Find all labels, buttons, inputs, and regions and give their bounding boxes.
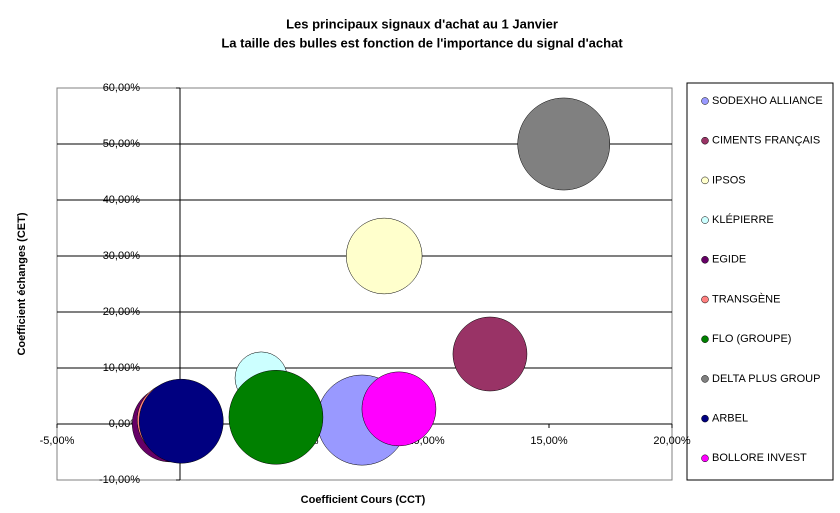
legend-label: ARBEL — [712, 413, 748, 425]
x-tick-label: -5,00% — [40, 435, 75, 447]
y-tick-label: -10,00% — [99, 474, 140, 486]
legend-marker — [701, 295, 709, 304]
x-axis-label: Coefficient Cours (CCT) — [301, 494, 426, 506]
legend-marker — [701, 335, 709, 343]
legend-marker — [701, 176, 709, 185]
legend-marker — [701, 454, 709, 463]
legend-label: BOLLORE INVEST — [712, 452, 807, 464]
legend-marker — [701, 136, 709, 145]
bubble — [138, 378, 224, 464]
bubble — [452, 316, 528, 392]
y-tick-label: 40,00% — [103, 194, 141, 206]
y-axis-label: Coefficient échanges (CET) — [16, 212, 28, 355]
bubble — [517, 97, 611, 191]
legend-label: FLO (GROUPE) — [712, 333, 791, 345]
chart-subtitle: La taille des bulles est fonction de l'i… — [221, 35, 623, 50]
y-tick-label: 50,00% — [103, 138, 141, 150]
legend-label: KLÉPIERRE — [712, 213, 774, 226]
legend-marker — [701, 414, 709, 423]
y-tick-label: 60,00% — [103, 82, 141, 94]
y-tick-label: 20,00% — [103, 306, 141, 318]
chart-title: Les principaux signaux d'achat au 1 Janv… — [286, 16, 558, 31]
legend-marker — [701, 256, 709, 264]
legend-marker — [701, 375, 709, 383]
x-tick-label: 20,00% — [653, 435, 691, 447]
y-tick-label: 30,00% — [103, 250, 141, 262]
legend — [686, 82, 834, 481]
y-tick-label: 10,00% — [103, 362, 141, 374]
bubble — [361, 371, 437, 447]
legend-label: DELTA PLUS GROUP — [712, 373, 820, 385]
legend-label: IPSOS — [712, 174, 746, 186]
bubble — [228, 370, 324, 465]
legend-label: EGIDE — [712, 254, 746, 266]
legend-label: CIMENTS FRANÇAIS — [712, 135, 820, 147]
legend-label: TRANSGÈNE — [712, 292, 780, 305]
legend-marker — [701, 97, 709, 105]
x-tick-label: 15,00% — [530, 435, 568, 447]
bubble — [346, 217, 423, 295]
legend-label: SODEXHO ALLIANCE — [712, 95, 823, 107]
legend-marker — [701, 216, 709, 224]
